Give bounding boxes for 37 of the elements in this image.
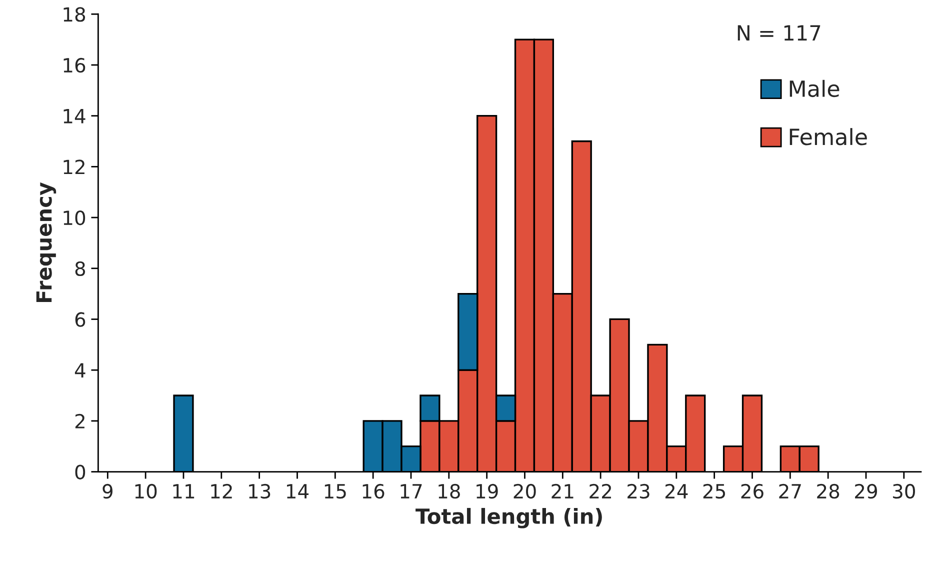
x-tick-label: 12	[211, 484, 232, 498]
x-tick-label: 30	[893, 484, 915, 499]
x-tick-label: 9	[102, 484, 112, 499]
x-tick-label: 16	[362, 484, 384, 499]
y-tick-label: 14	[64, 109, 86, 124]
x-tick-label: 18	[438, 484, 460, 499]
x-tick-label: 28	[817, 484, 840, 499]
x-tick-label: 14	[287, 484, 309, 498]
y-tick-label: 6	[75, 312, 86, 327]
y-tick-label: 8	[75, 261, 86, 276]
x-tick-label: 15	[324, 484, 346, 499]
x-tick-label: 22	[590, 484, 611, 498]
annotation: N = 117	[738, 25, 820, 40]
x-tick-label: 21	[552, 484, 574, 498]
y-tick-label: 0	[75, 464, 86, 480]
x-tick-label: 11	[173, 484, 194, 498]
y-tick-label: 16	[64, 58, 86, 73]
x-tick-label: 20	[514, 484, 536, 499]
x-tick-label: 27	[779, 484, 801, 498]
y-tick-label: 10	[64, 210, 86, 226]
x-tick-label: 19	[476, 484, 498, 499]
x-tick-label: 13	[249, 484, 270, 499]
y-axis-title: Frequency	[36, 182, 56, 302]
y-tick-label: 2	[75, 414, 84, 428]
x-tick-label: 25	[703, 484, 725, 499]
x-tick-label: 23	[628, 484, 650, 499]
x-tick-label: 17	[400, 484, 422, 498]
legend-label: Male	[790, 80, 840, 98]
x-tick-label: 29	[855, 484, 877, 499]
x-tick-label: 10	[135, 484, 157, 499]
y-tick-label: 12	[64, 160, 84, 174]
y-tick-label: 18	[64, 7, 86, 22]
x-tick-label: 26	[741, 484, 764, 499]
y-tick-label: 4	[74, 363, 86, 378]
x-axis-title: Total length (in)	[416, 508, 602, 528]
x-tick-label: 24	[665, 484, 688, 498]
legend-label: Female	[790, 128, 867, 146]
